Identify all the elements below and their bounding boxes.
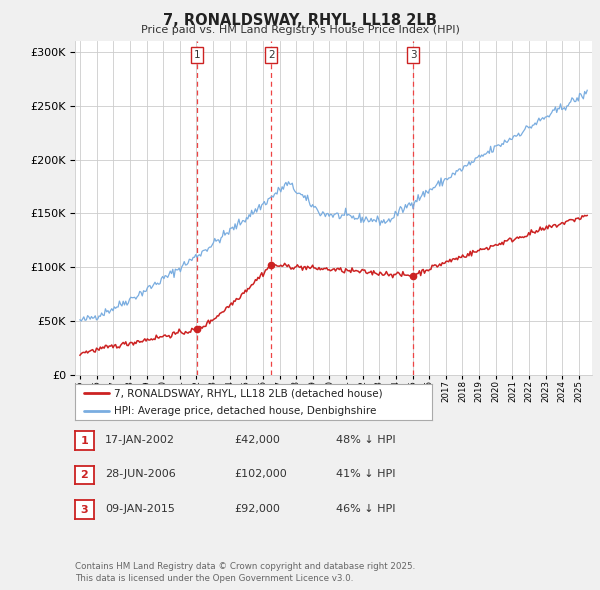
Text: 7, RONALDSWAY, RHYL, LL18 2LB (detached house): 7, RONALDSWAY, RHYL, LL18 2LB (detached … [114,388,383,398]
Text: HPI: Average price, detached house, Denbighshire: HPI: Average price, detached house, Denb… [114,406,377,416]
Text: 28-JUN-2006: 28-JUN-2006 [105,469,176,478]
Text: 3: 3 [80,505,88,514]
Text: 17-JAN-2002: 17-JAN-2002 [105,435,175,444]
Text: 7, RONALDSWAY, RHYL, LL18 2LB: 7, RONALDSWAY, RHYL, LL18 2LB [163,13,437,28]
Text: £102,000: £102,000 [234,469,287,478]
Text: Price paid vs. HM Land Registry's House Price Index (HPI): Price paid vs. HM Land Registry's House … [140,25,460,35]
Text: 2: 2 [80,470,88,480]
Text: 41% ↓ HPI: 41% ↓ HPI [336,469,395,478]
Text: 1: 1 [80,436,88,445]
Text: 3: 3 [410,50,416,60]
Text: Contains HM Land Registry data © Crown copyright and database right 2025.
This d: Contains HM Land Registry data © Crown c… [75,562,415,583]
Text: 1: 1 [194,50,200,60]
Text: £92,000: £92,000 [234,504,280,513]
Text: £42,000: £42,000 [234,435,280,444]
Text: 2: 2 [268,50,274,60]
Text: 09-JAN-2015: 09-JAN-2015 [105,504,175,513]
Text: 46% ↓ HPI: 46% ↓ HPI [336,504,395,513]
Text: 48% ↓ HPI: 48% ↓ HPI [336,435,395,444]
